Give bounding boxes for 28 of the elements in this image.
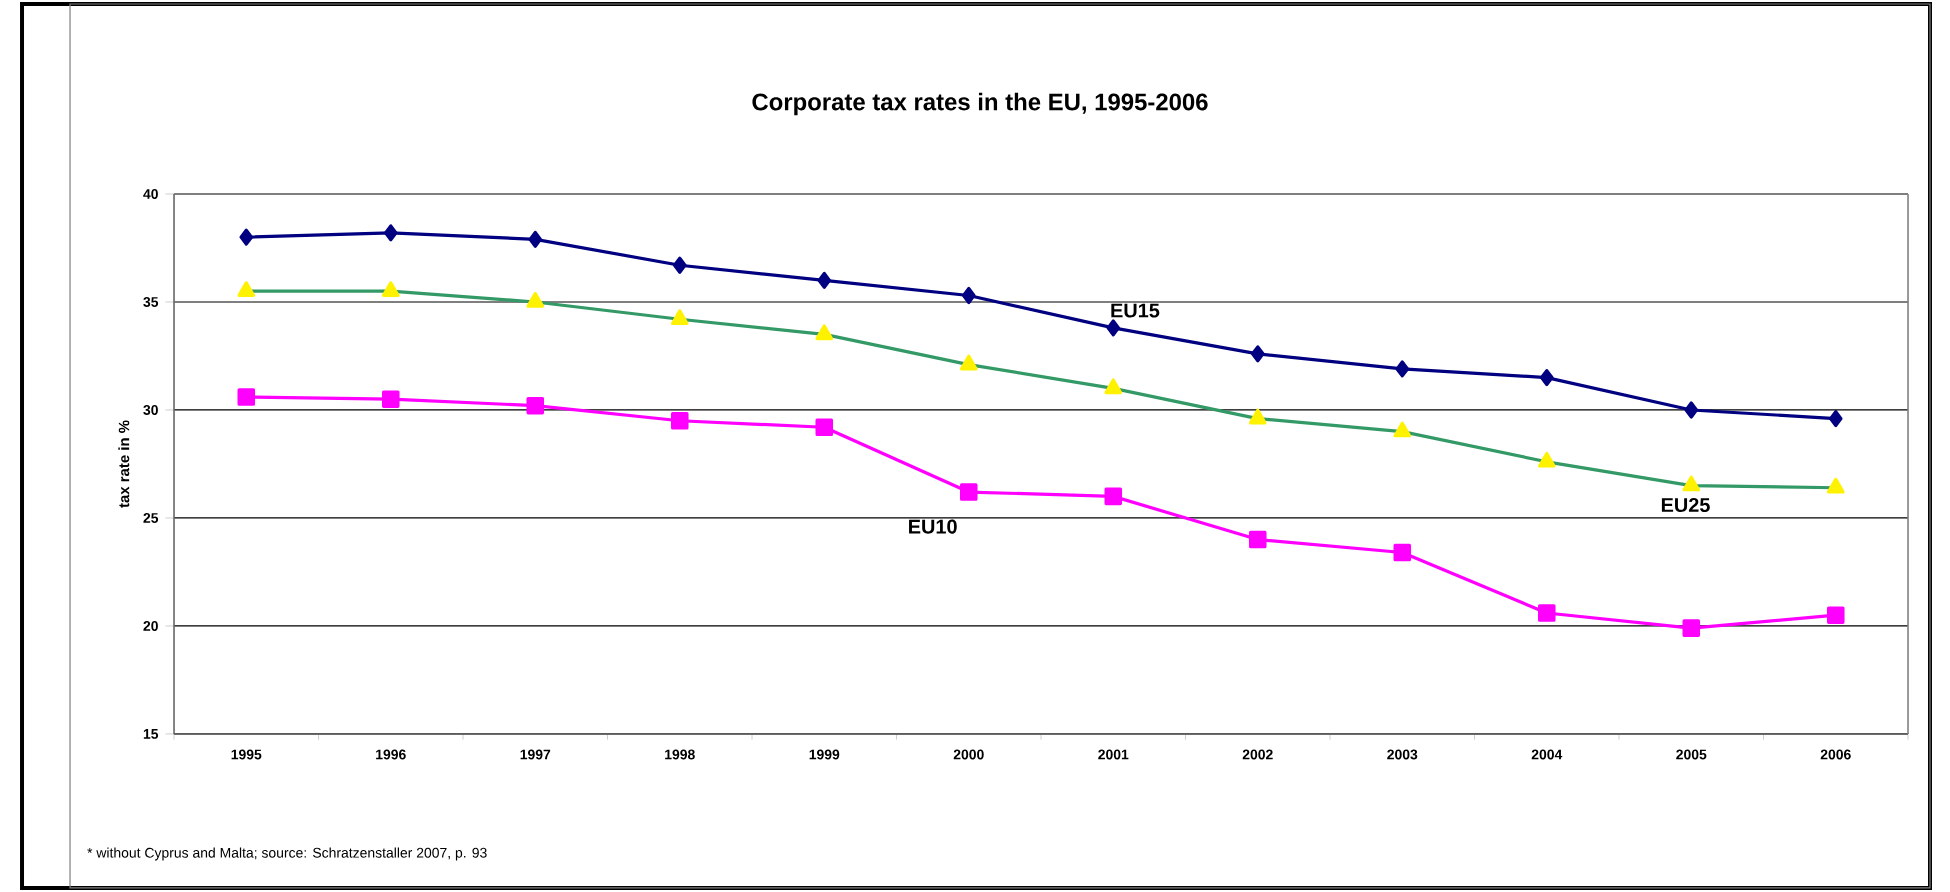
point <box>815 418 834 437</box>
point <box>1682 619 1701 637</box>
point <box>1393 543 1412 562</box>
point <box>239 228 254 246</box>
point <box>961 286 976 305</box>
point <box>1250 345 1265 363</box>
point <box>671 412 689 430</box>
point <box>1684 401 1699 419</box>
series-label: EU15 <box>1111 303 1160 318</box>
series-label: EU10 <box>909 519 957 534</box>
series-label: EU25 <box>1661 497 1710 513</box>
point <box>1104 487 1123 506</box>
point <box>1106 319 1121 337</box>
point <box>383 224 398 242</box>
point <box>237 388 256 406</box>
point <box>1538 604 1556 622</box>
point <box>672 256 687 274</box>
chart-title: Corporate tax rates in the EU, 1995-2006 <box>752 92 1208 116</box>
point <box>1249 530 1267 549</box>
point <box>817 271 832 289</box>
point <box>382 390 400 408</box>
point <box>1827 606 1845 624</box>
point <box>1395 360 1410 378</box>
point <box>960 483 978 501</box>
point <box>528 230 543 248</box>
point <box>1828 410 1843 428</box>
point <box>1539 369 1554 387</box>
point <box>526 396 545 415</box>
